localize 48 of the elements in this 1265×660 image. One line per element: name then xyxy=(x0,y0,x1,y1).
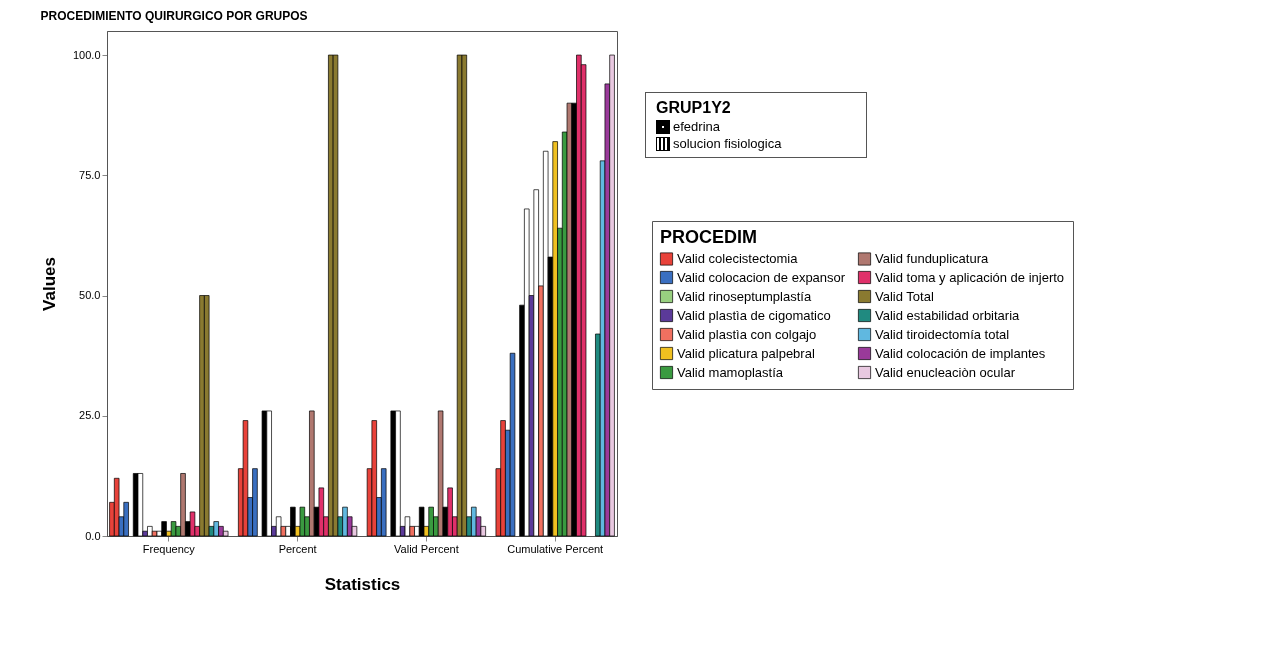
bar xyxy=(113,477,120,537)
legend-label: Valid colocación de implantes xyxy=(875,345,1046,361)
bar xyxy=(437,410,444,537)
y-tick-label: 50.0 xyxy=(79,289,101,302)
legend-label: Valid funduplicatura xyxy=(875,250,989,266)
x-tick-label: Frequency xyxy=(142,542,196,555)
bar xyxy=(461,54,468,537)
legend-label: Valid toma y aplicación de injerto xyxy=(875,269,1065,285)
legend-label: Valid plastìa con colgajo xyxy=(677,326,817,342)
bar xyxy=(275,516,282,537)
bar xyxy=(566,102,573,537)
legend-label: Valid plastìa de cigomatico xyxy=(677,307,831,323)
legend-label: Valid tiroidectomía total xyxy=(875,326,1010,342)
bar xyxy=(332,54,339,537)
legend-label: Valid mamoplastía xyxy=(677,364,784,380)
y-tick-label: 75.0 xyxy=(79,168,101,181)
legend-label: Valid plicatura palpebral xyxy=(677,345,815,361)
legend-label: Valid estabilidad orbitaria xyxy=(875,307,1021,323)
legend-label: Valid colocacion de expansor xyxy=(677,269,846,285)
legend-title: PROCEDIM xyxy=(660,227,758,247)
text: efedrina xyxy=(673,119,720,134)
legend-label: Valid colecistectomia xyxy=(677,250,799,266)
bar xyxy=(170,521,177,537)
legend-label: Valid Total xyxy=(875,288,934,304)
bar xyxy=(299,506,306,537)
y-tick-label: 100.0 xyxy=(72,48,101,61)
bar xyxy=(404,516,411,537)
text: solucion fisiologica xyxy=(673,136,782,151)
legend-label: Valid rinoseptumplastía xyxy=(677,288,812,304)
x-axis-title: Statistics xyxy=(324,574,401,594)
bar xyxy=(137,473,144,537)
bar xyxy=(222,530,229,537)
bar xyxy=(261,410,268,537)
legend-label: Valid enucleaciòn ocular xyxy=(875,364,1016,380)
bar xyxy=(318,487,325,537)
bar xyxy=(371,420,377,537)
bar xyxy=(189,511,196,537)
y-tick-label: 25.0 xyxy=(79,409,101,422)
bar xyxy=(242,420,249,537)
text: GRUP1Y2 xyxy=(656,99,732,117)
bar xyxy=(418,506,425,537)
x-tick-label: Cumulative Percent xyxy=(507,542,604,555)
x-tick-label: Valid Percent xyxy=(394,542,459,555)
y-tick-label: 0.0 xyxy=(85,529,101,542)
chart-title: PROCEDIMIENTO QUIRURGICO POR GRUPOS xyxy=(40,9,308,23)
y-axis-title: Values xyxy=(39,257,59,311)
x-tick-label: Percent xyxy=(278,542,317,555)
bar xyxy=(509,352,516,537)
